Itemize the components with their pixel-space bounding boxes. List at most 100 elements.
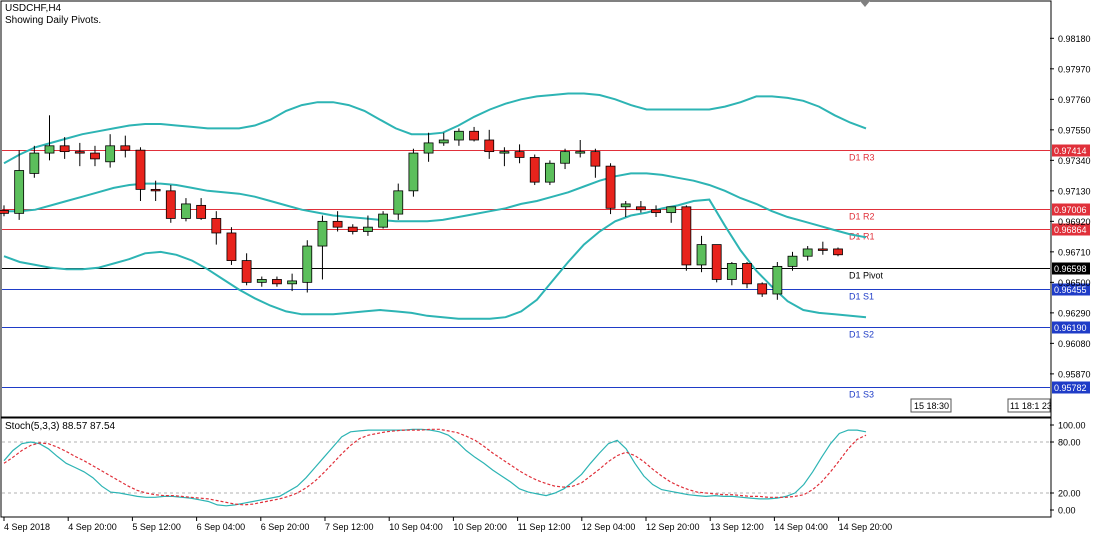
time-box-left[interactable]: 15 18:30 — [910, 398, 952, 413]
time-box-right[interactable]: 11 18:1 23 — [1007, 398, 1052, 413]
candle-37 — [560, 148, 570, 170]
price-tick-label-7: 0.96710 — [1058, 247, 1091, 257]
time-tick-label-12: 14 Sep 04:00 — [774, 522, 828, 532]
price-tick-label-0: 0.98180 — [1058, 34, 1091, 44]
candle-52 — [787, 251, 798, 271]
candle-3 — [44, 115, 55, 161]
bollinger-upper-line — [3, 92, 867, 165]
pivot-name-3: D1 Pivot — [849, 271, 884, 281]
time-tick-label-5: 7 Sep 12:00 — [325, 522, 374, 532]
time-tick-label-6: 10 Sep 04:00 — [389, 522, 443, 532]
stoch-tick-label-2: 20.00 — [1058, 489, 1081, 499]
stochastic-title: Stoch(5,3,3) 88.57 87.54 — [5, 421, 116, 432]
price-tick-label-11: 0.95870 — [1058, 369, 1091, 379]
pivot-note: Showing Daily Pivots. — [5, 15, 102, 26]
time-tick-label-11: 13 Sep 12:00 — [710, 522, 764, 532]
candle-1 — [14, 150, 25, 220]
candle-33 — [499, 147, 510, 167]
price-tick-label-5: 0.97130 — [1058, 186, 1091, 196]
candle-6 — [90, 145, 100, 167]
price-tick-label-6: 0.96920 — [1058, 217, 1091, 227]
candle-45 — [681, 205, 692, 271]
stoch-tick-label-0: 100.00 — [1058, 421, 1086, 431]
candle-21 — [317, 215, 328, 280]
candle-39 — [590, 148, 601, 178]
candle-49 — [742, 262, 752, 289]
candle-15 — [226, 227, 237, 265]
candle-17 — [256, 276, 267, 287]
time-axis: 4 Sep 2018 4 Sep 20:00 5 Sep 12:00 6 Sep 04… — [3, 517, 893, 532]
candle-32 — [484, 129, 495, 159]
time-box-right-text: 11 18:1 23 — [1010, 401, 1052, 411]
price-tick-label-4: 0.97340 — [1058, 156, 1091, 166]
pivot-price-label-4: 0.96455 — [1054, 285, 1087, 295]
time-box-left-text: 15 18:30 — [914, 401, 949, 411]
candle-54 — [817, 241, 828, 255]
pivot-name-4: D1 S1 — [849, 292, 874, 302]
candle-51 — [772, 262, 783, 300]
time-tick-label-8: 11 Sep 12:00 — [518, 522, 571, 532]
candle-13 — [196, 198, 207, 220]
stoch-tick-label-3: 0.00 — [1058, 506, 1076, 516]
candle-25 — [378, 211, 388, 229]
price-tick-label-10: 0.96080 — [1058, 339, 1091, 349]
stochastic-panel — [0, 417, 1052, 518]
candle-19 — [287, 273, 298, 292]
time-tick-label-13: 14 Sep 20:00 — [839, 522, 893, 532]
candle-46 — [696, 235, 707, 273]
pivot-price-tag-0 — [1052, 144, 1090, 157]
candle-43 — [651, 205, 661, 217]
candle-12 — [181, 198, 191, 222]
time-tick-label-1: 4 Sep 20:00 — [68, 522, 117, 532]
price-axis: 0.98180 0.97970 0.97760 0.97550 0.97340 0.971… — [1050, 34, 1091, 379]
candle-0 — [0, 205, 9, 217]
candle-16 — [241, 253, 252, 286]
stoch-signal-line — [3, 428, 867, 506]
pivot-price-tag-3 — [1052, 262, 1090, 275]
time-tick-label-0: 4 Sep 2018 — [4, 522, 50, 532]
time-tick-label-3: 6 Sep 04:00 — [197, 522, 246, 532]
pivot-name-5: D1 S2 — [849, 330, 874, 340]
price-tick-label-3: 0.97550 — [1058, 125, 1091, 135]
stochastic-axis: 100.00 80.00 20.00 0.00 — [1050, 421, 1086, 516]
candle-38 — [575, 140, 586, 158]
bollinger-lower-line — [3, 198, 867, 320]
candle-50 — [757, 282, 768, 297]
candle-42 — [635, 201, 646, 213]
time-tick-label-7: 10 Sep 20:00 — [453, 522, 507, 532]
candle-18 — [272, 276, 282, 287]
candle-4 — [59, 137, 70, 159]
candle-14 — [211, 211, 222, 245]
candle-40 — [605, 163, 616, 215]
candle-36 — [544, 160, 555, 186]
pivot-price-tag-1 — [1052, 203, 1090, 216]
time-tick-label-9: 12 Sep 04:00 — [582, 522, 636, 532]
pivot-name-6: D1 S3 — [849, 390, 874, 400]
time-tick-label-10: 12 Sep 20:00 — [646, 522, 700, 532]
candle-30 — [454, 128, 464, 146]
pivot-price-tag-2 — [1052, 223, 1090, 236]
candle-35 — [529, 154, 540, 186]
candle-41 — [620, 201, 631, 217]
price-tick-label-8: 0.96500 — [1058, 278, 1091, 288]
candle-24 — [363, 215, 373, 236]
candle-55 — [833, 247, 843, 257]
pivot-price-label-6: 0.95782 — [1054, 383, 1087, 393]
scroll-marker-icon[interactable] — [860, 1, 870, 7]
pivot-name-0: D1 R3 — [849, 153, 875, 163]
price-tick-label-1: 0.97970 — [1058, 64, 1091, 74]
candle-2 — [29, 145, 40, 178]
candle-9 — [135, 147, 146, 202]
stoch-main-line — [3, 428, 867, 507]
pivot-price-label-0: 0.97414 — [1054, 146, 1087, 156]
pivot-price-label-5: 0.96190 — [1054, 323, 1087, 333]
candle-7 — [105, 134, 116, 168]
price-tick-label-9: 0.96290 — [1058, 308, 1091, 318]
candle-53 — [802, 246, 813, 261]
candle-47 — [711, 244, 722, 283]
pivot-price-label-3: 0.96598 — [1054, 264, 1087, 274]
candle-31 — [469, 126, 479, 142]
